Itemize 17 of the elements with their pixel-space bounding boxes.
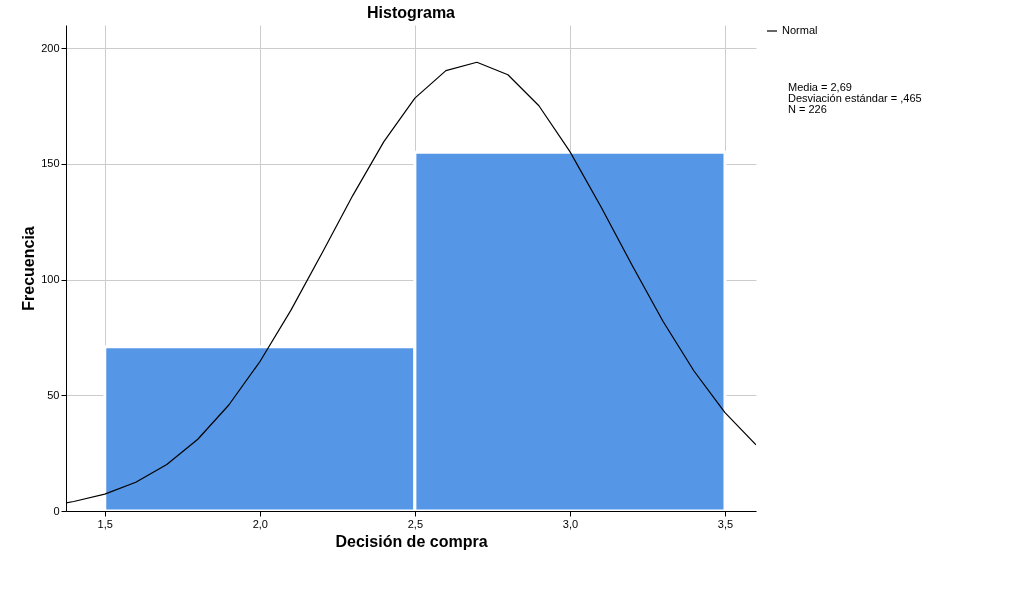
y-tick-label: 200 — [41, 41, 60, 54]
text: Media = 2,69 — [788, 81, 853, 93]
x-tick-label: 3,5 — [717, 517, 734, 530]
x-tick-label: 1,5 — [97, 517, 113, 530]
x-tick-label: 2,0 — [252, 517, 268, 530]
text: N = 226 — [788, 103, 828, 115]
y-axis-title: Frecuencia — [20, 226, 38, 311]
y-tick-label: 0 — [53, 504, 60, 517]
y-tick-label: 150 — [41, 157, 60, 170]
x-axis-title: Decisión de compra — [335, 532, 488, 550]
chart-title: Histograma — [366, 4, 456, 21]
y-tick-label: 100 — [41, 273, 60, 286]
x-tick-label: 2,5 — [407, 517, 424, 530]
legend-label: Normal — [782, 24, 818, 36]
text: Desviación estándar = ,465 — [788, 92, 922, 104]
x-tick-label: 3,0 — [562, 517, 579, 530]
y-tick-label: 50 — [47, 388, 60, 401]
